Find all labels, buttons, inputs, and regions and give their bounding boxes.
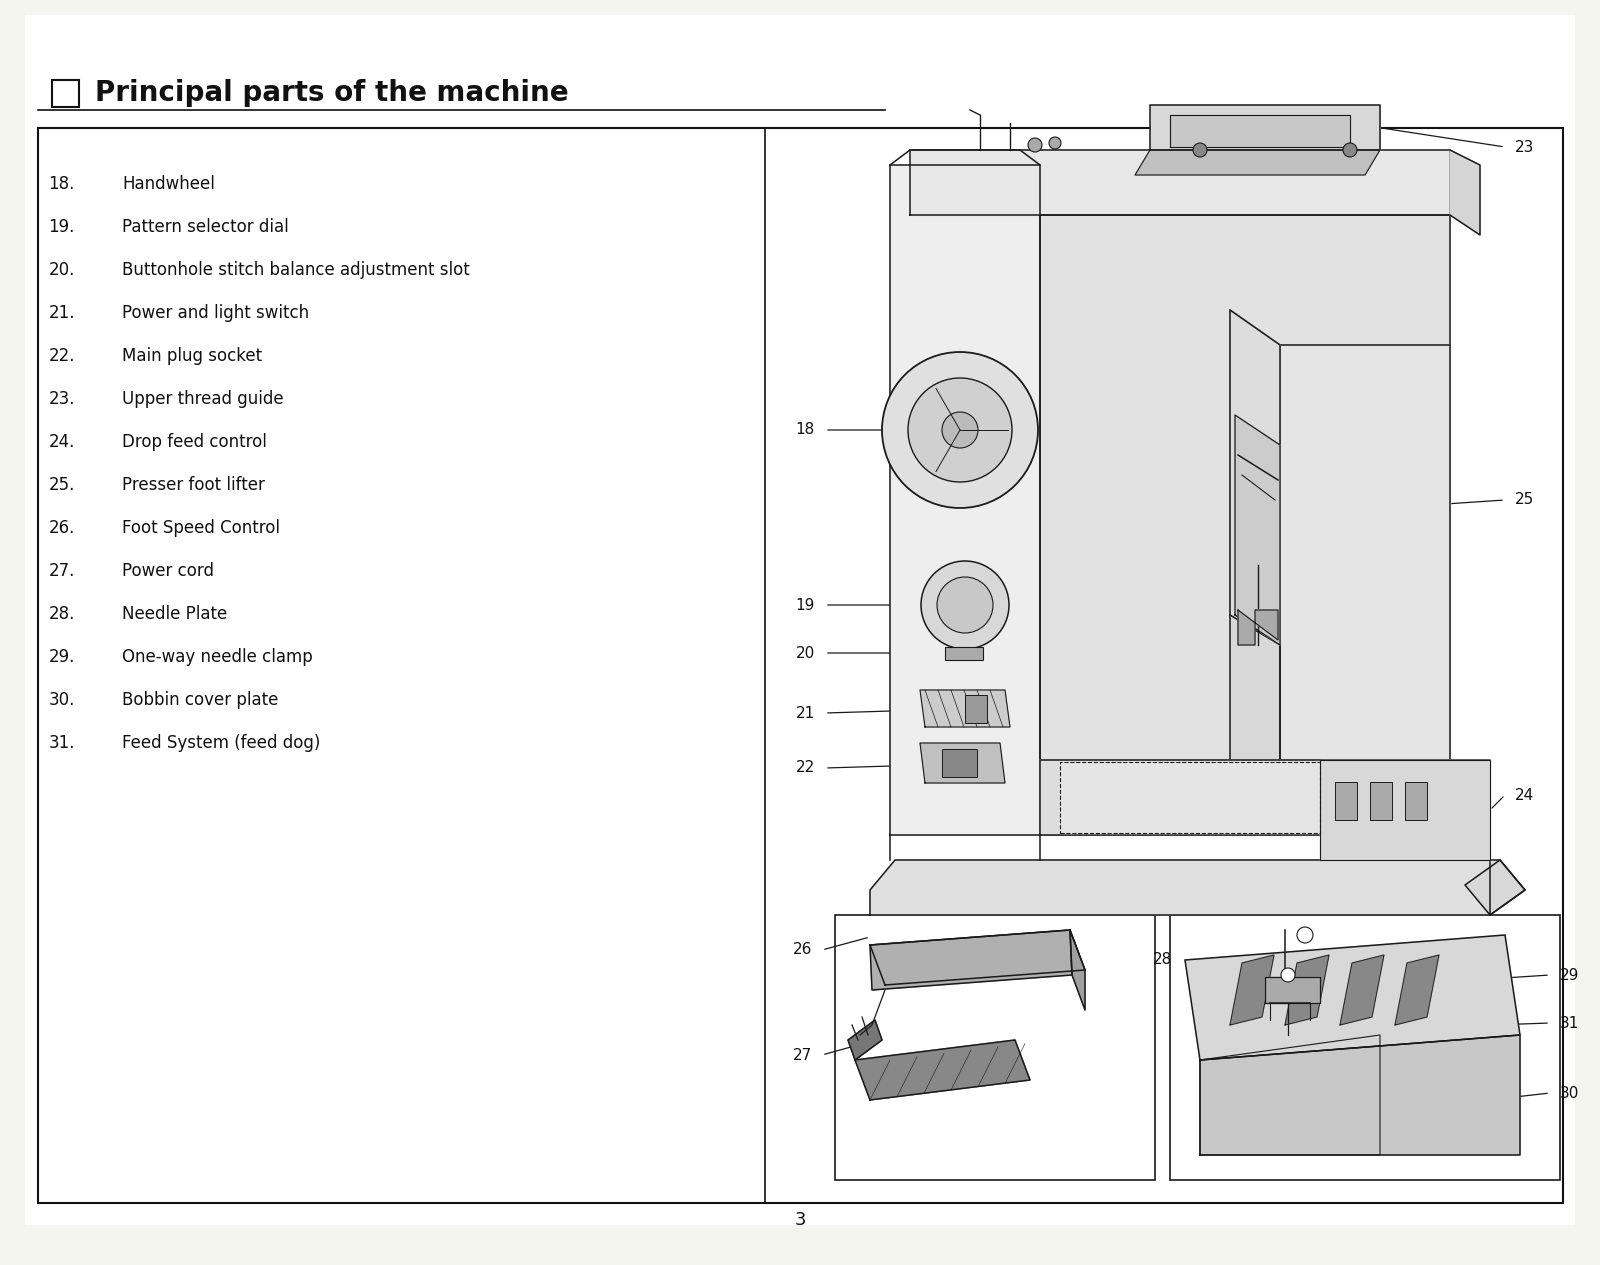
Text: 27: 27	[792, 1047, 813, 1063]
Text: 30: 30	[1560, 1085, 1579, 1101]
Text: 29: 29	[1560, 968, 1579, 983]
Polygon shape	[1235, 415, 1280, 645]
Circle shape	[1027, 138, 1042, 152]
Text: 22: 22	[795, 760, 814, 775]
Polygon shape	[920, 743, 1005, 783]
Text: 19: 19	[795, 597, 814, 612]
Text: One-way needle clamp: One-way needle clamp	[122, 648, 312, 665]
Text: 31.: 31.	[48, 734, 75, 751]
Text: 23: 23	[1515, 139, 1534, 154]
Circle shape	[1298, 927, 1314, 942]
Bar	[835, 915, 1155, 1180]
Text: 23.: 23.	[48, 390, 75, 409]
Text: 18.: 18.	[48, 175, 75, 194]
Text: 30.: 30.	[48, 691, 75, 708]
Polygon shape	[1395, 955, 1438, 1025]
Text: Drop feed control: Drop feed control	[122, 433, 267, 452]
Text: 21.: 21.	[48, 304, 75, 323]
Circle shape	[1342, 143, 1357, 157]
Text: Main plug socket: Main plug socket	[122, 347, 262, 366]
Bar	[1170, 915, 1560, 1180]
Text: Principal parts of the machine: Principal parts of the machine	[94, 78, 568, 108]
Text: 22.: 22.	[48, 347, 75, 366]
Circle shape	[942, 412, 978, 448]
Circle shape	[938, 577, 994, 632]
Text: 25.: 25.	[48, 476, 75, 495]
Polygon shape	[1285, 955, 1330, 1025]
Polygon shape	[1230, 310, 1280, 835]
Text: 26.: 26.	[48, 519, 75, 538]
Text: Buttonhole stitch balance adjustment slot: Buttonhole stitch balance adjustment slo…	[122, 261, 470, 280]
Text: 25: 25	[1515, 492, 1534, 507]
Polygon shape	[1170, 115, 1350, 147]
Polygon shape	[1040, 215, 1450, 835]
Polygon shape	[870, 930, 1072, 990]
Polygon shape	[848, 1020, 882, 1060]
Polygon shape	[1341, 955, 1384, 1025]
Polygon shape	[854, 1040, 1030, 1101]
Text: 31: 31	[1560, 1016, 1579, 1031]
Text: 27.: 27.	[48, 562, 75, 579]
Text: 3: 3	[794, 1211, 806, 1230]
Polygon shape	[1150, 105, 1379, 151]
Polygon shape	[910, 151, 1450, 215]
Text: Power and light switch: Power and light switch	[122, 304, 309, 323]
Bar	[1334, 782, 1357, 820]
Polygon shape	[1280, 345, 1450, 835]
Circle shape	[1194, 143, 1206, 157]
Text: Feed System (feed dog): Feed System (feed dog)	[122, 734, 320, 751]
Text: 26: 26	[792, 942, 813, 958]
Text: 20.: 20.	[48, 261, 75, 280]
Polygon shape	[1186, 935, 1520, 1060]
Text: Presser foot lifter: Presser foot lifter	[122, 476, 266, 495]
Text: 21: 21	[795, 706, 814, 721]
Text: 20: 20	[795, 645, 814, 660]
Text: 24.: 24.	[48, 433, 75, 452]
Polygon shape	[1466, 860, 1525, 915]
Polygon shape	[1230, 955, 1274, 1025]
Text: Needle Plate: Needle Plate	[122, 605, 227, 622]
Bar	[51, 80, 78, 108]
Circle shape	[1050, 137, 1061, 149]
Bar	[1405, 782, 1427, 820]
Text: Foot Speed Control: Foot Speed Control	[122, 519, 280, 538]
Circle shape	[882, 352, 1038, 509]
Bar	[38, 128, 1563, 1203]
Text: 18: 18	[795, 423, 814, 438]
Polygon shape	[920, 689, 1010, 727]
Polygon shape	[1320, 760, 1490, 860]
Text: Pattern selector dial: Pattern selector dial	[122, 218, 288, 237]
Polygon shape	[870, 860, 1525, 915]
Circle shape	[1134, 767, 1174, 807]
Polygon shape	[1230, 310, 1280, 645]
Polygon shape	[1450, 151, 1480, 235]
Bar	[942, 749, 978, 777]
Text: Power cord: Power cord	[122, 562, 214, 579]
Text: 19.: 19.	[48, 218, 75, 237]
Text: Bobbin cover plate: Bobbin cover plate	[122, 691, 278, 708]
Polygon shape	[1070, 930, 1085, 1009]
Text: 24: 24	[1515, 788, 1534, 802]
Polygon shape	[1134, 151, 1379, 175]
Text: Upper thread guide: Upper thread guide	[122, 390, 283, 409]
Polygon shape	[1238, 610, 1278, 645]
Polygon shape	[1059, 762, 1320, 832]
Polygon shape	[1200, 1035, 1520, 1155]
Text: 29.: 29.	[48, 648, 75, 665]
Text: Handwheel: Handwheel	[122, 175, 214, 194]
Polygon shape	[890, 164, 1040, 835]
Text: 28.: 28.	[48, 605, 75, 622]
Bar	[946, 646, 982, 660]
Circle shape	[922, 560, 1010, 649]
Polygon shape	[870, 930, 1085, 985]
Bar	[1370, 782, 1392, 820]
Text: 28: 28	[1152, 953, 1171, 968]
Bar	[965, 694, 987, 724]
Polygon shape	[1040, 760, 1490, 860]
Circle shape	[1282, 968, 1294, 982]
Polygon shape	[1266, 977, 1320, 1003]
Circle shape	[909, 378, 1013, 482]
